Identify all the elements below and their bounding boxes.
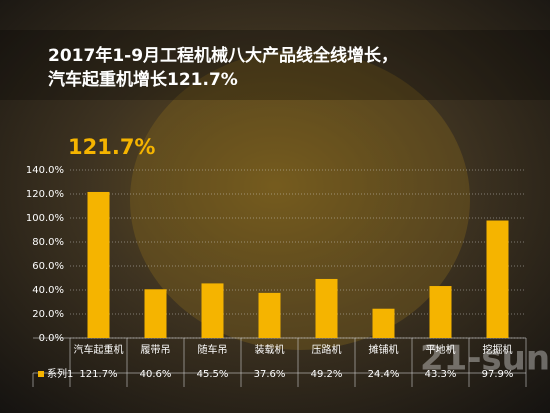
x-tick-label: 压路机	[312, 343, 342, 356]
value-label: 45.5%	[197, 369, 229, 380]
legend-label: 系列1	[47, 367, 73, 380]
x-tick-label: 汽车起重机	[74, 343, 124, 356]
chart-title: 2017年1-9月工程机械八大产品线全线增长，	[48, 45, 398, 66]
value-label: 37.6%	[254, 369, 286, 380]
watermark: 21-sun	[420, 339, 550, 379]
chart-title: 汽车起重机增长121.7%	[48, 69, 238, 90]
value-label: 121.7%	[79, 369, 117, 380]
y-tick-label: 80.0%	[32, 237, 64, 248]
value-label: 40.6%	[140, 369, 172, 380]
bar	[372, 308, 395, 338]
x-tick-label: 随车吊	[198, 343, 228, 356]
y-tick-label: 60.0%	[32, 261, 64, 272]
x-tick-label: 挖掘机	[483, 343, 513, 356]
x-tick-label: 摊铺机	[369, 343, 399, 356]
y-tick-label: 140.0%	[26, 165, 64, 176]
y-tick-label: 120.0%	[26, 189, 64, 200]
y-tick-label: 40.0%	[32, 285, 64, 296]
x-tick-label: 平地机	[426, 343, 456, 356]
background-machine	[130, 50, 470, 350]
bar	[429, 286, 452, 338]
bar	[486, 220, 509, 338]
x-tick-label: 履带吊	[141, 344, 171, 356]
bar	[144, 289, 167, 338]
bar	[315, 278, 338, 338]
value-label: 97.9%	[482, 369, 514, 380]
value-label: 49.2%	[311, 369, 343, 380]
bar	[87, 191, 110, 338]
value-label: 24.4%	[368, 369, 400, 380]
value-label: 43.3%	[425, 369, 457, 380]
legend-key	[38, 371, 44, 377]
bar	[201, 283, 224, 338]
y-tick-label: 20.0%	[32, 309, 64, 320]
x-tick-label: 装载机	[255, 343, 285, 356]
title-band	[0, 30, 550, 100]
annotation: 121.7%	[68, 135, 155, 159]
bar	[258, 292, 281, 338]
y-tick-label: 100.0%	[26, 213, 64, 224]
